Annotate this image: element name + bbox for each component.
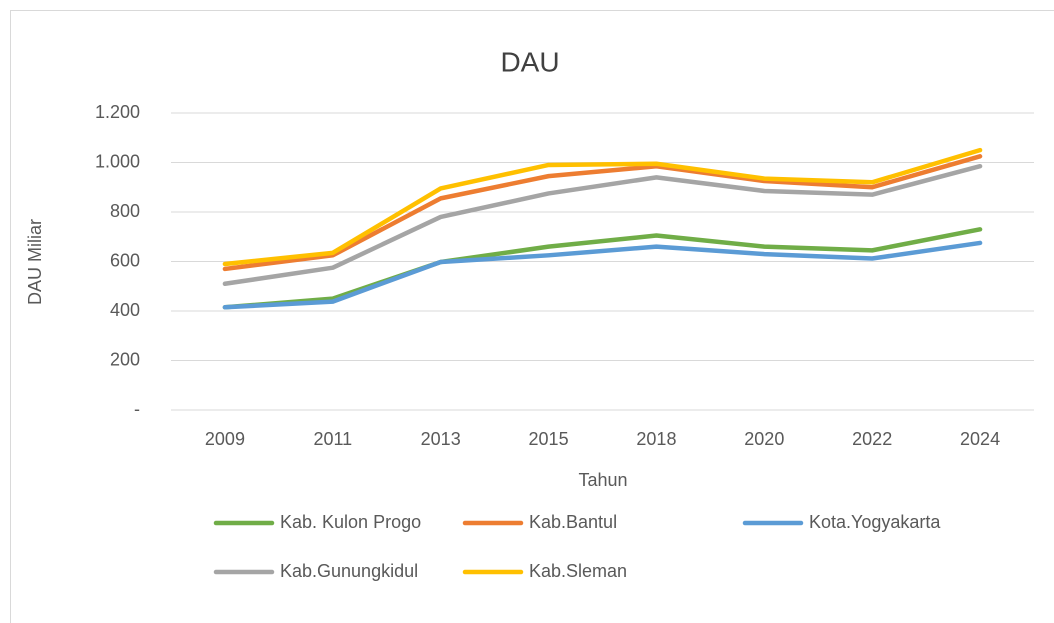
y-tick-label: 400	[110, 300, 140, 320]
series-line	[222, 227, 983, 310]
y-tick-label: 200	[110, 349, 140, 369]
y-tick-label: 600	[110, 250, 140, 270]
x-tick-label: 2013	[421, 429, 461, 449]
x-tick-label: 2024	[960, 429, 1000, 449]
x-tick-label: 2015	[529, 429, 569, 449]
legend-label: Kab.Bantul	[529, 512, 617, 532]
legend-label: Kota.Yogyakarta	[809, 512, 941, 532]
y-tick-label: 800	[110, 201, 140, 221]
chart-title: DAU	[500, 46, 559, 77]
x-tick-label: 2022	[852, 429, 892, 449]
x-tick-label: 2011	[313, 429, 352, 449]
x-tick-label: 2018	[636, 429, 676, 449]
legend-label: Kab.Sleman	[529, 561, 627, 581]
y-tick-label: 1.200	[95, 102, 140, 122]
x-tick-label: 2020	[744, 429, 784, 449]
x-tick-label: 2009	[205, 429, 245, 449]
legend-label: Kab.Gunungkidul	[280, 561, 418, 581]
series-line	[222, 154, 983, 272]
series-line	[222, 163, 983, 287]
y-tick-label: -	[134, 399, 140, 419]
series-line	[222, 147, 983, 267]
y-tick-label: 1.000	[95, 151, 140, 171]
series-line	[222, 240, 983, 310]
y-axis-title: DAU Miliar	[25, 219, 45, 305]
x-axis-title: Tahun	[578, 470, 627, 490]
legend-label: Kab. Kulon Progo	[280, 512, 421, 532]
